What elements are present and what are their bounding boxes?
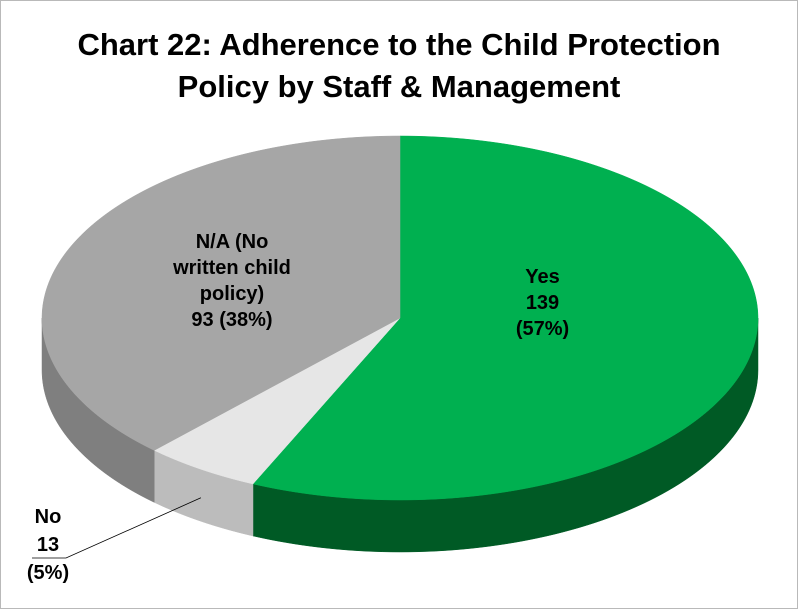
slice-label-1-line-1: 13 (37, 534, 59, 556)
slice-label-1-line-0: No (35, 506, 62, 528)
slice-label-0-line-1: 139 (526, 292, 559, 314)
slice-label-1-line-2: (5%) (27, 562, 69, 584)
chart-title-line-1: Chart 22: Adherence to the Child Protect… (77, 27, 721, 62)
slice-label-2-line-2: policy) (200, 283, 264, 305)
pie-labels: Yes 139 (57%) N/A (No written child policy) 93… (27, 231, 569, 584)
pie-slice-2 (41, 135, 401, 451)
chart-title-line-2: Policy by Staff & Management (177, 69, 621, 104)
slice-label-0-line-2: (57%) (516, 318, 569, 340)
pie-slice-0 (252, 135, 759, 501)
slice-label-2-line-1: written child (172, 257, 291, 279)
pie-slice-1 (153, 317, 401, 485)
slice-label-2-line-0: N/A (No (196, 231, 269, 253)
slice-label-1-leader-line (32, 497, 202, 559)
pie-tops (41, 135, 759, 501)
chart-title: Chart 22: Adherence to the Child Protect… (0, 24, 798, 108)
slice-label-0-line-0: Yes (525, 266, 559, 288)
slice-label-2-line-3: 93 (38%) (191, 309, 272, 331)
